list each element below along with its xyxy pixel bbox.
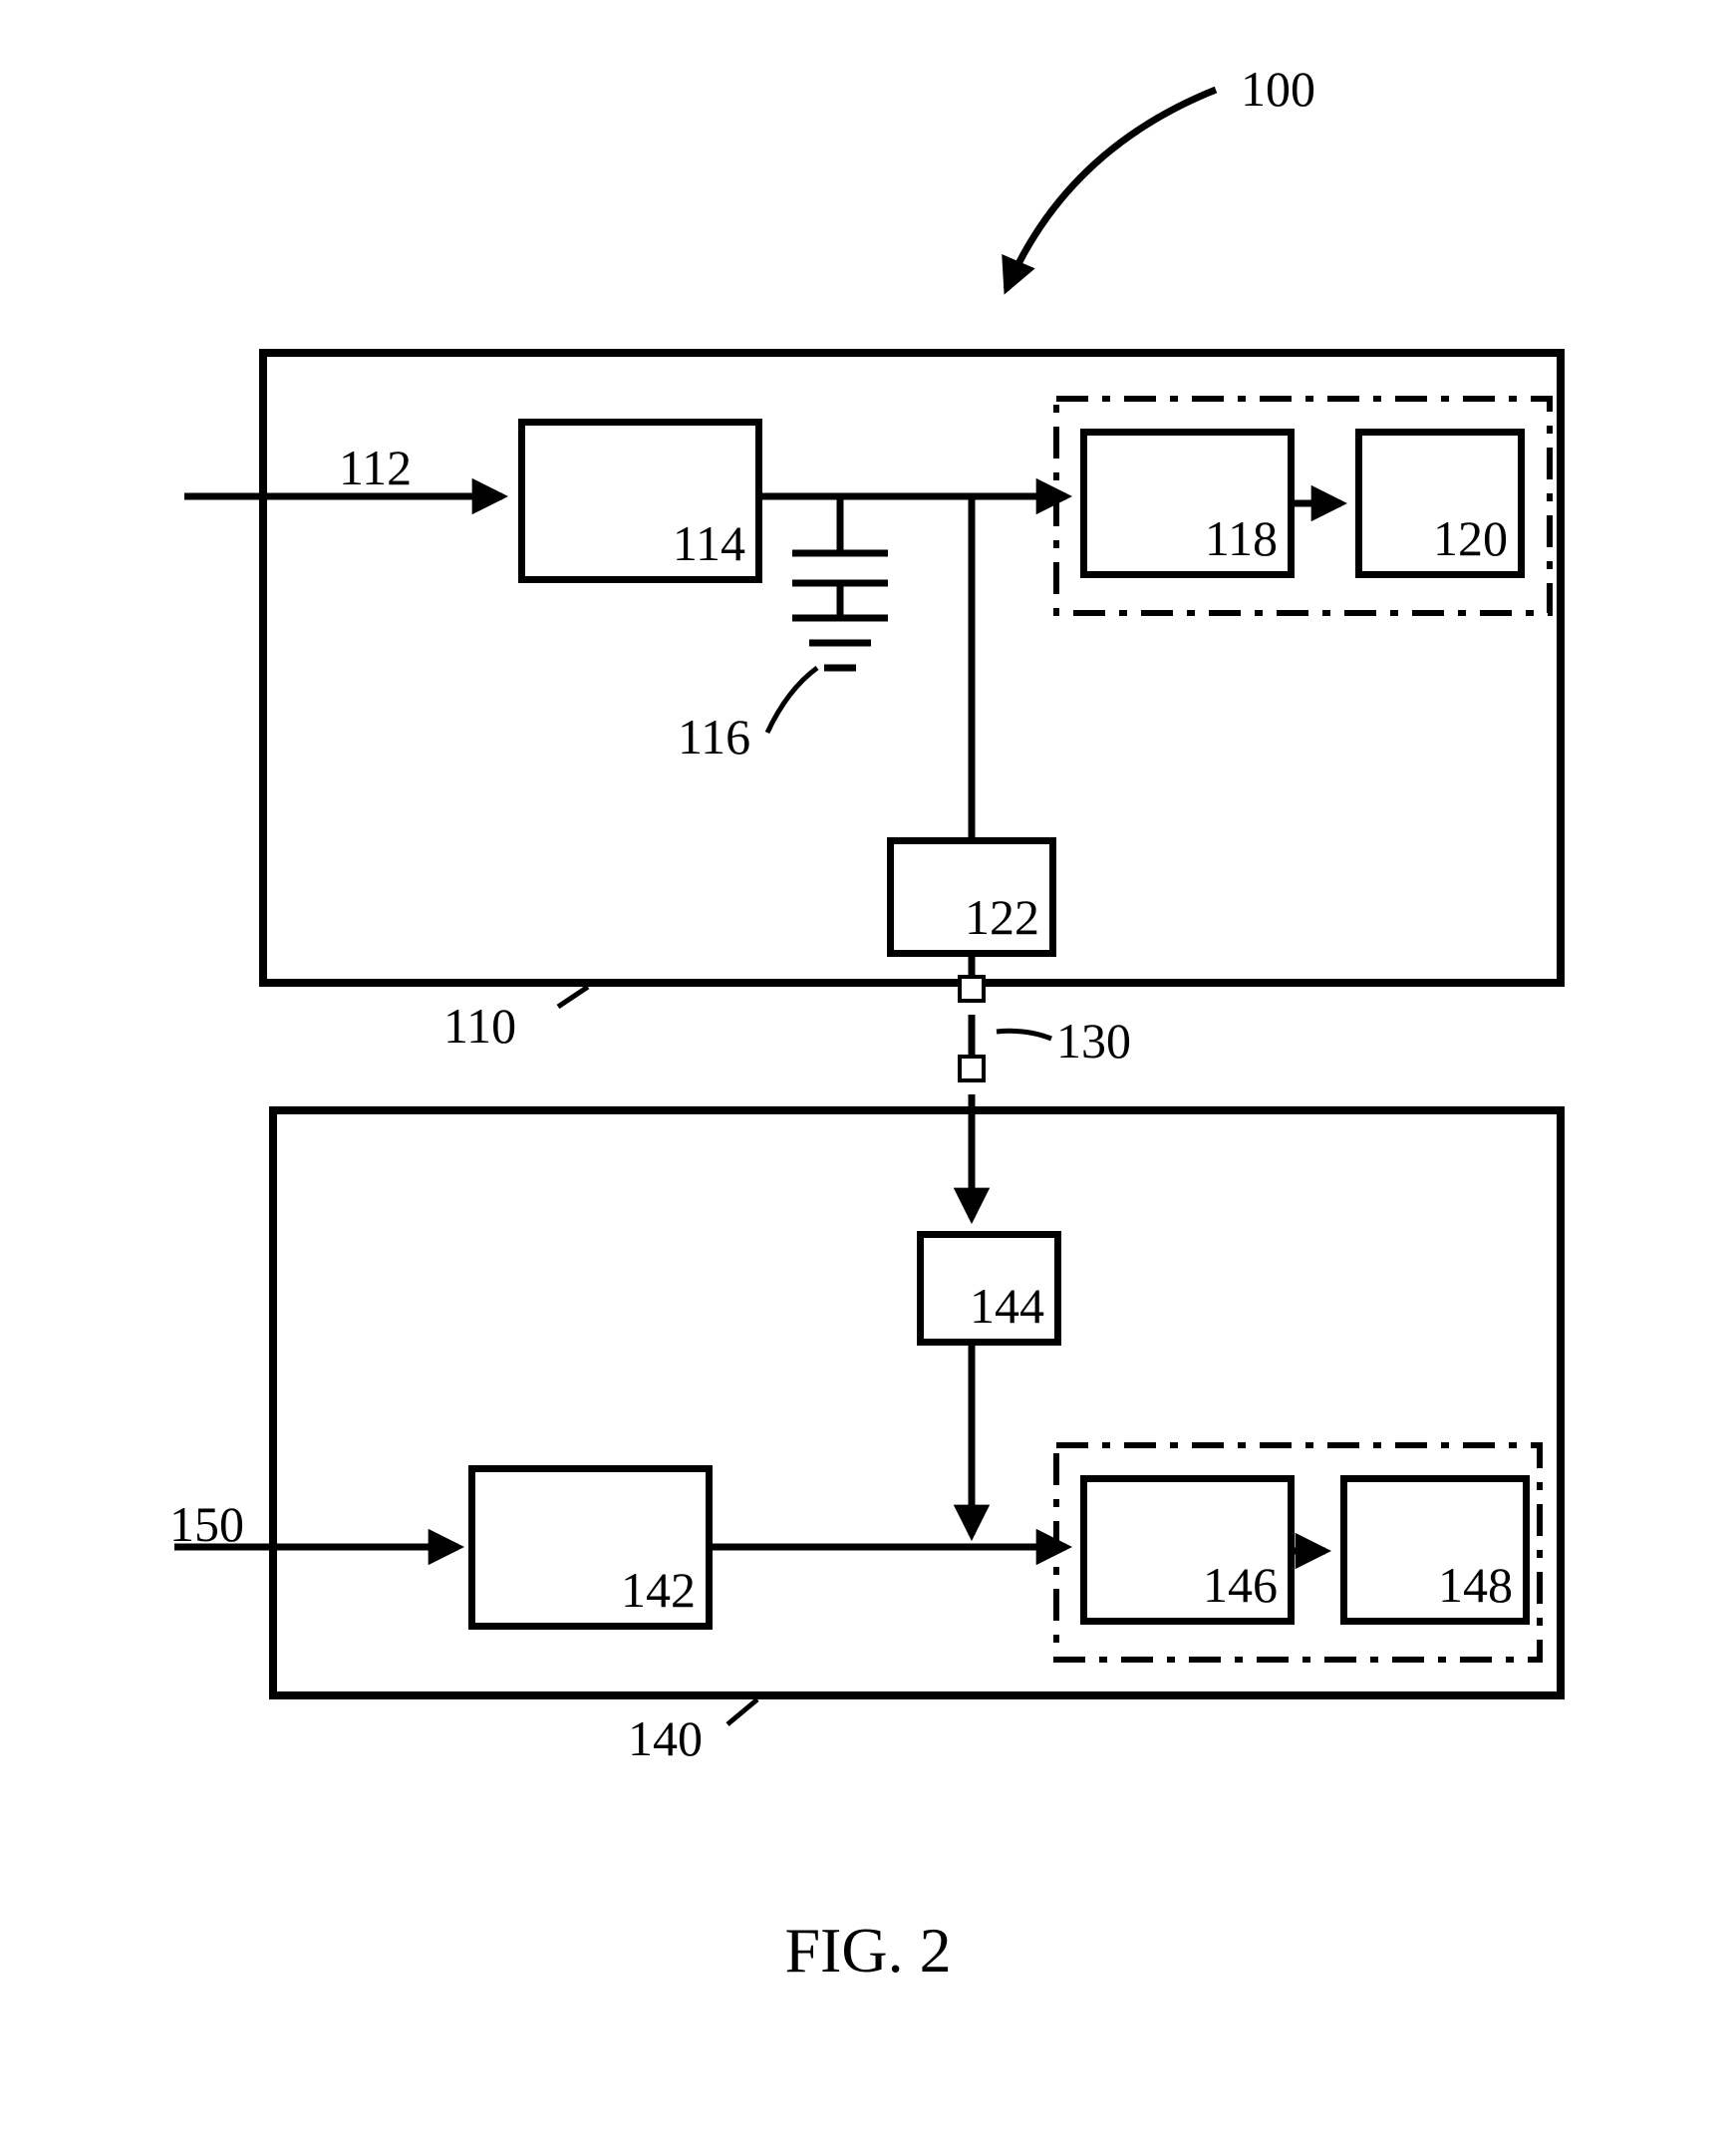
node-label-b122: 122 bbox=[965, 888, 1039, 946]
figure-canvas: 110 140 114 118 120 122 144 142 146 148 112 116 130 1… bbox=[0, 0, 1736, 2143]
label-l116: 116 bbox=[678, 708, 750, 765]
node-b144: 144 bbox=[917, 1231, 1061, 1346]
label-l150: 150 bbox=[169, 1495, 244, 1553]
node-label-b146: 146 bbox=[1203, 1556, 1278, 1614]
node-label-b142: 142 bbox=[621, 1561, 696, 1619]
outer-box-label-bottom: 140 bbox=[628, 1709, 703, 1767]
node-b146: 146 bbox=[1080, 1475, 1295, 1625]
node-label-b144: 144 bbox=[970, 1277, 1044, 1335]
callout-arrow bbox=[1007, 90, 1216, 289]
lead-140 bbox=[727, 1699, 757, 1724]
label-l112: 112 bbox=[339, 439, 412, 496]
node-b114: 114 bbox=[518, 419, 762, 583]
lead-130 bbox=[997, 1031, 1051, 1039]
diagram-lines bbox=[0, 0, 1736, 2143]
connector-c1 bbox=[958, 975, 986, 1003]
callout-label: 100 bbox=[1241, 60, 1315, 118]
node-label-b114: 114 bbox=[673, 514, 745, 572]
node-label-b118: 118 bbox=[1205, 509, 1278, 567]
node-label-b120: 120 bbox=[1433, 509, 1508, 567]
node-b148: 148 bbox=[1340, 1475, 1530, 1625]
figure-caption: FIG. 2 bbox=[0, 1914, 1736, 1988]
node-b142: 142 bbox=[468, 1465, 713, 1630]
outer-box-label-top: 110 bbox=[443, 997, 516, 1055]
node-b120: 120 bbox=[1355, 429, 1525, 578]
node-b118: 118 bbox=[1080, 429, 1295, 578]
label-l130: 130 bbox=[1056, 1012, 1131, 1070]
node-b122: 122 bbox=[887, 837, 1056, 957]
lead-110 bbox=[558, 987, 588, 1007]
connector-c2 bbox=[958, 1055, 986, 1082]
node-label-b148: 148 bbox=[1438, 1556, 1513, 1614]
